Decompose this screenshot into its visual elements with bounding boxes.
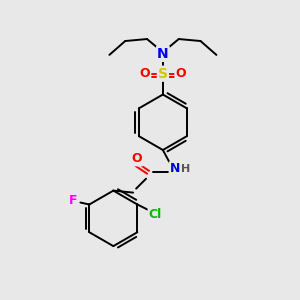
Text: S: S xyxy=(158,67,168,81)
Text: N: N xyxy=(169,162,180,175)
Text: N: N xyxy=(157,47,169,61)
Text: Cl: Cl xyxy=(148,208,162,221)
Text: F: F xyxy=(69,194,78,207)
Text: H: H xyxy=(181,164,190,174)
Text: O: O xyxy=(140,67,150,80)
Text: O: O xyxy=(132,152,142,165)
Text: O: O xyxy=(176,67,186,80)
